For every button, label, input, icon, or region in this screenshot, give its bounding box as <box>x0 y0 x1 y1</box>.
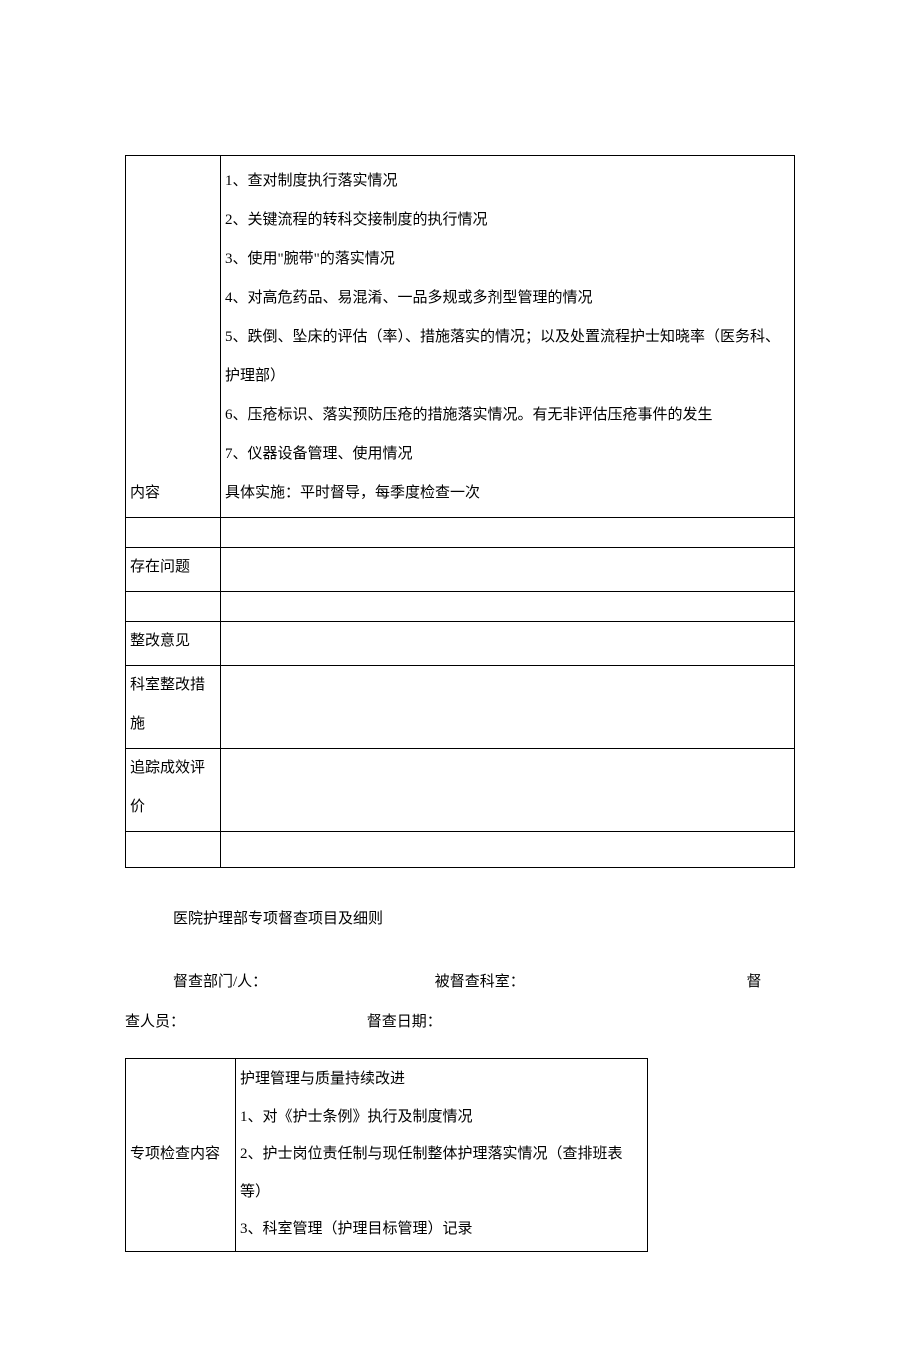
t2-line-4: 3、科室管理（护理目标管理）记录 <box>240 1211 643 1249</box>
content-line-5: 5、跌倒、坠床的评估（率）、措施落实的情况；以及处置流程护士知晓率（医务科、护理… <box>225 318 790 396</box>
empty-cell <box>221 592 795 622</box>
content-line-8: 具体实施：平时督导，每季度检查一次 <box>225 474 790 513</box>
meta-line-1: 督查部门/人： 被督查科室： 督 <box>173 961 795 1003</box>
content-cell: 1、查对制度执行落实情况 2、关键流程的转科交接制度的执行情况 3、使用"腕带"… <box>221 156 795 518</box>
inspection-table-1: 内容 1、查对制度执行落实情况 2、关键流程的转科交接制度的执行情况 3、使用"… <box>125 155 795 868</box>
row-label-track: 追踪成效评价 <box>126 749 221 832</box>
empty-cell <box>126 832 221 868</box>
empty-cell <box>221 518 795 548</box>
row-label-content: 内容 <box>126 156 221 518</box>
content-line-4: 4、对高危药品、易混淆、一品多规或多剂型管理的情况 <box>225 279 790 318</box>
table2-label: 专项检查内容 <box>126 1059 236 1252</box>
empty-cell <box>221 832 795 868</box>
empty-cell <box>126 518 221 548</box>
meta-dept: 督查部门/人： <box>173 961 431 1003</box>
track-cell <box>221 749 795 832</box>
meta-continue: 督 <box>747 961 762 1003</box>
problem-cell <box>221 548 795 592</box>
meta-date: 督查日期： <box>367 1014 442 1030</box>
meta-room: 被督查科室： <box>435 961 743 1003</box>
meta-line-2: 查人员： 督查日期： <box>125 1009 795 1036</box>
row-label-measure: 科室整改措施 <box>126 666 221 749</box>
t2-line-1: 护理管理与质量持续改进 <box>240 1061 643 1099</box>
meta-person: 查人员： <box>125 1009 363 1036</box>
measure-cell <box>221 666 795 749</box>
opinion-cell <box>221 622 795 666</box>
t2-line-2: 1、对《护士条例》执行及制度情况 <box>240 1099 643 1137</box>
section-2-title: 医院护理部专项督查项目及细则 <box>173 906 795 933</box>
row-label-opinion: 整改意见 <box>126 622 221 666</box>
t2-line-3: 2、护士岗位责任制与现任制整体护理落实情况（查排班表等） <box>240 1136 643 1211</box>
content-line-6: 6、压疮标识、落实预防压疮的措施落实情况。有无非评估压疮事件的发生 <box>225 396 790 435</box>
content-line-1: 1、查对制度执行落实情况 <box>225 162 790 201</box>
row-label-problem: 存在问题 <box>126 548 221 592</box>
content-line-3: 3、使用"腕带"的落实情况 <box>225 240 790 279</box>
table2-content: 护理管理与质量持续改进 1、对《护士条例》执行及制度情况 2、护士岗位责任制与现… <box>236 1059 648 1252</box>
inspection-table-2: 专项检查内容 护理管理与质量持续改进 1、对《护士条例》执行及制度情况 2、护士… <box>125 1058 648 1252</box>
content-line-7: 7、仪器设备管理、使用情况 <box>225 435 790 474</box>
empty-cell <box>126 592 221 622</box>
content-line-2: 2、关键流程的转科交接制度的执行情况 <box>225 201 790 240</box>
